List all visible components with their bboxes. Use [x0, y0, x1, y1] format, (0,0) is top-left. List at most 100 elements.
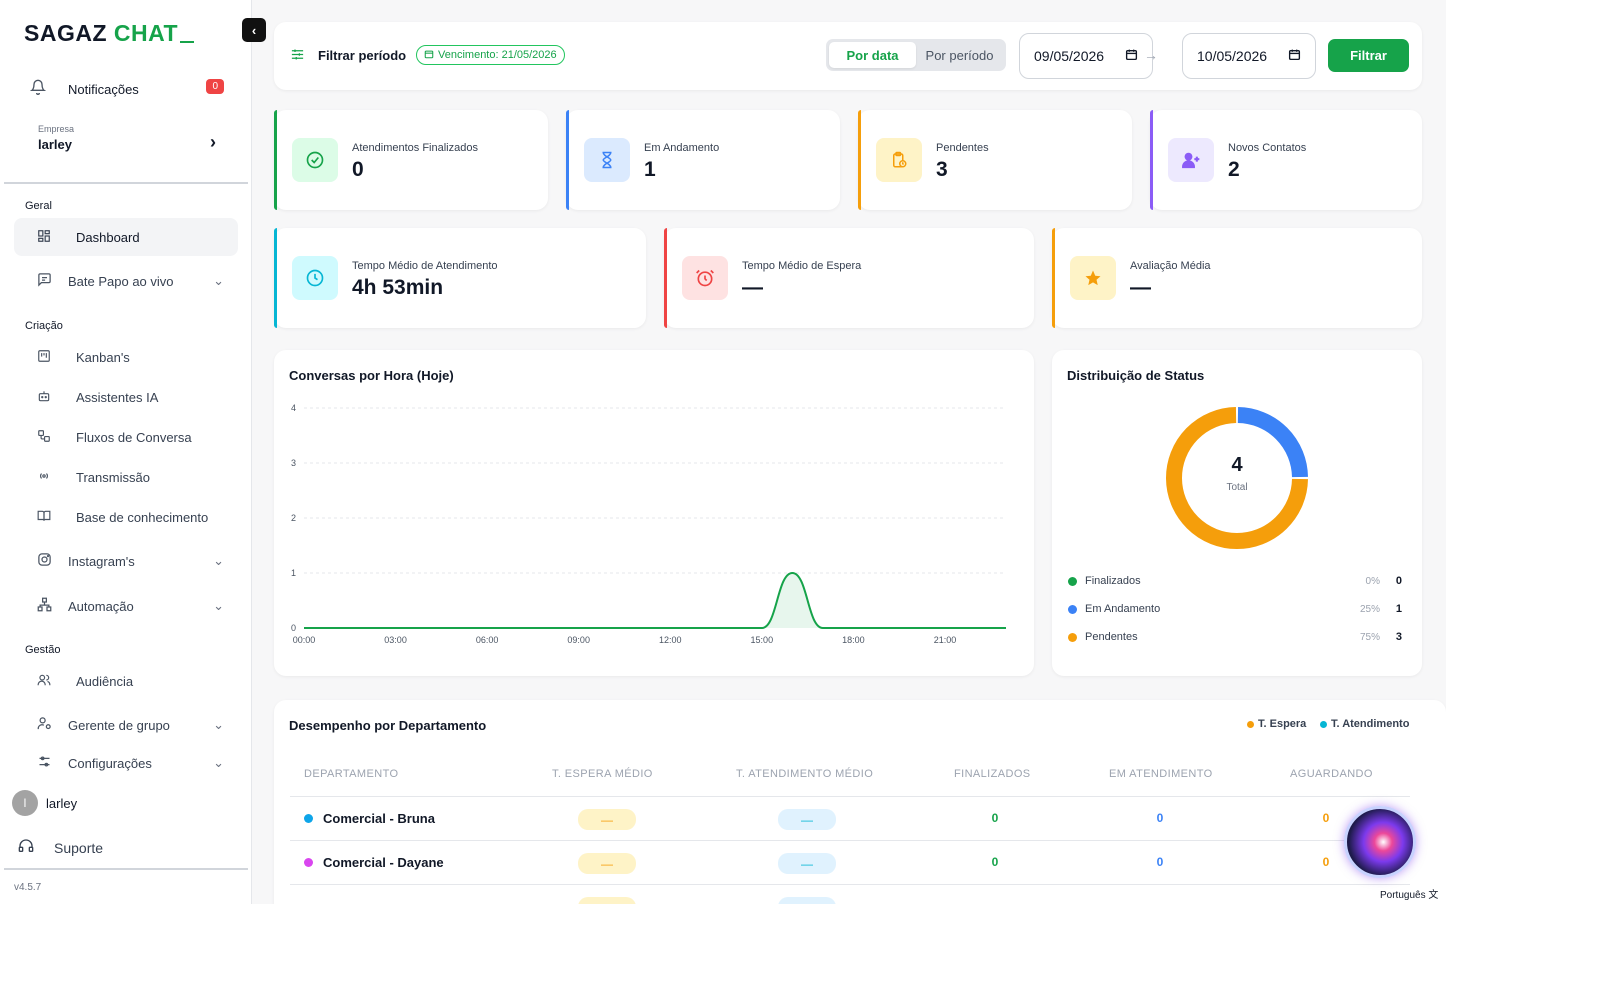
stat-value: 3	[936, 158, 948, 181]
ai-assistant-orb-button[interactable]	[1344, 806, 1416, 878]
y-tick-label: 0	[291, 623, 296, 633]
line-series	[304, 571, 1006, 629]
x-tick-label: 21:00	[934, 635, 957, 645]
donut-slice	[1166, 407, 1308, 549]
sidebar-item-fluxos[interactable]: Fluxos de Conversa	[14, 418, 238, 456]
stat-value: 0	[352, 158, 364, 181]
donut-total-value: 4	[1231, 454, 1243, 476]
logo-accent: CHAT	[113, 20, 179, 46]
chart-title: Distribuição de Status	[1067, 368, 1205, 383]
notifications-item[interactable]: Notificações 0	[29, 76, 226, 102]
check-circle-icon	[292, 138, 338, 182]
sidebar-item-gerente[interactable]: Gerente de grupo ⌄	[14, 706, 238, 744]
stat-card-finalizados: Atendimentos Finalizados 0	[274, 110, 548, 210]
column-header-em-atendimento: EM ATENDIMENTO	[1109, 768, 1213, 780]
sidebar: SAGAZ CHAT Notificações 0 Empresa larley…	[0, 0, 252, 904]
y-tick-label: 4	[291, 403, 296, 413]
legend-item: Em Andamento 25% 1	[1068, 600, 1408, 618]
user-cog-icon	[34, 716, 54, 734]
stat-value: 1	[644, 158, 656, 181]
finalizados-count: 0	[991, 811, 999, 825]
filter-mode-toggle: Por data Por período	[826, 39, 1006, 71]
donut-slice	[1237, 407, 1308, 478]
section-gestao: Gestão	[25, 644, 61, 656]
x-tick-label: 15:00	[751, 635, 774, 645]
date-from-input[interactable]: 09/05/2026	[1019, 33, 1153, 79]
sidebar-item-instagram[interactable]: Instagram's ⌄	[14, 542, 238, 580]
sidebar-item-bate-papo[interactable]: Bate Papo ao vivo ⌄	[14, 262, 238, 300]
em-atendimento-count: 0	[1156, 855, 1164, 869]
grid-icon	[34, 229, 54, 246]
department-color-dot	[304, 814, 313, 823]
y-tick-label: 3	[291, 458, 296, 468]
company-selector[interactable]: Empresa larley ›	[38, 124, 216, 152]
user-profile[interactable]: l larley	[12, 790, 77, 816]
filter-button[interactable]: Filtrar	[1328, 39, 1409, 72]
date-to-value: 10/05/2026	[1197, 48, 1268, 64]
section-criacao: Criação	[25, 320, 63, 332]
notifications-label: Notificações	[68, 81, 139, 97]
table-row[interactable]	[290, 884, 1410, 904]
chevron-down-icon: ⌄	[213, 598, 224, 613]
users-icon	[34, 673, 54, 690]
column-header-departamento: DEPARTAMENTO	[304, 768, 399, 780]
stat-value: —	[1130, 276, 1151, 299]
collapse-sidebar-button[interactable]: ‹	[242, 18, 266, 42]
table-row[interactable]: Comercial - Bruna — — 0 0 0	[290, 796, 1410, 840]
bell-icon	[29, 79, 54, 100]
sidebar-item-kanbans[interactable]: Kanban's	[14, 338, 238, 376]
column-header-finalizados: FINALIZADOS	[954, 768, 1031, 780]
sidebar-item-label: Transmissão	[76, 469, 150, 485]
tab-por-data[interactable]: Por data	[829, 42, 916, 68]
donut-chart	[1166, 407, 1308, 549]
table-row[interactable]: Comercial - Dayane — — 0 0 0	[290, 840, 1410, 884]
stat-label: Pendentes	[936, 142, 989, 154]
wait-time-pill: —	[578, 853, 636, 874]
divider	[4, 182, 248, 184]
legend-count: 3	[1395, 631, 1402, 643]
chevron-down-icon: ⌄	[213, 755, 224, 770]
sidebar-item-label: Base de conhecimento	[76, 509, 209, 525]
legend-label: Finalizados	[1085, 575, 1141, 587]
stat-value: 2	[1228, 158, 1240, 181]
legend-item: Pendentes 75% 3	[1068, 628, 1408, 646]
finalizados-count: 0	[991, 855, 999, 869]
calendar-icon[interactable]	[1288, 48, 1301, 64]
stat-card-tempo-espera: Tempo Médio de Espera —	[664, 228, 1034, 328]
support-link[interactable]: Suporte	[18, 838, 103, 858]
department-color-dot	[304, 858, 313, 867]
sidebar-item-configuracoes[interactable]: Configurações ⌄	[14, 751, 238, 775]
sidebar-item-assistentes[interactable]: Assistentes IA	[14, 378, 238, 416]
sidebar-item-label: Assistentes IA	[76, 389, 159, 405]
language-selector[interactable]: Português 文	[1380, 886, 1438, 901]
sidebar-item-transmissao[interactable]: Transmissão	[14, 458, 238, 496]
sidebar-item-base[interactable]: Base de conhecimento	[14, 498, 238, 536]
sidebar-item-audiencia[interactable]: Audiência	[14, 662, 238, 700]
legend-wait-label: T. Espera	[1258, 718, 1307, 730]
chevron-right-icon: ›	[210, 132, 216, 152]
x-tick-label: 18:00	[842, 635, 865, 645]
bot-icon	[34, 389, 54, 406]
stat-label: Novos Contatos	[1228, 142, 1307, 154]
legend-dot	[1068, 604, 1077, 614]
user-plus-icon	[1168, 138, 1214, 182]
sidebar-item-automacao[interactable]: Automação ⌄	[14, 587, 238, 625]
tab-por-periodo[interactable]: Por período	[925, 47, 994, 63]
date-to-input[interactable]: 10/05/2026	[1182, 33, 1316, 79]
department-performance-card: Desempenho por Departamento T. Espera T.…	[274, 700, 1446, 904]
aguardando-count: 0	[1322, 811, 1330, 825]
y-tick-label: 2	[291, 513, 296, 523]
stat-card-novos-contatos: Novos Contatos 2	[1150, 110, 1422, 210]
x-tick-label: 09:00	[567, 635, 590, 645]
legend-service: T. Atendimento	[1320, 718, 1409, 730]
sidebar-item-label: Instagram's	[68, 553, 135, 569]
donut-total-label: Total	[1226, 482, 1248, 493]
legend-dot	[1320, 720, 1327, 728]
calendar-icon[interactable]	[1125, 48, 1138, 64]
chevron-down-icon: ⌄	[213, 717, 224, 732]
user-name: larley	[46, 795, 78, 811]
sidebar-item-dashboard[interactable]: Dashboard	[14, 218, 238, 256]
line-area	[304, 573, 1006, 628]
service-time-pill: —	[778, 853, 836, 874]
section-geral: Geral	[25, 200, 52, 212]
